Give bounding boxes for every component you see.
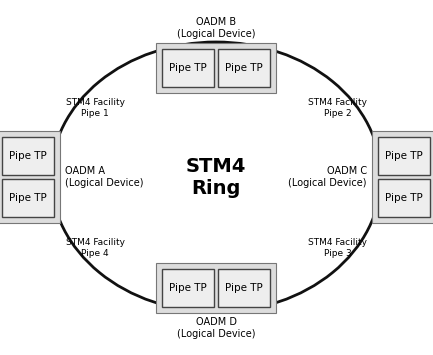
FancyBboxPatch shape [2,179,54,217]
Text: Pipe TP: Pipe TP [169,63,207,73]
Text: OADM A
(Logical Device): OADM A (Logical Device) [65,166,143,188]
Text: Pipe TP: Pipe TP [225,63,263,73]
FancyBboxPatch shape [162,269,214,307]
Text: STM4 Facility
Pipe 4: STM4 Facility Pipe 4 [65,238,125,258]
FancyBboxPatch shape [162,49,214,87]
Text: Pipe TP: Pipe TP [225,283,263,293]
FancyBboxPatch shape [378,137,430,175]
Text: OADM C
(Logical Device): OADM C (Logical Device) [288,166,367,188]
Text: STM4
Ring: STM4 Ring [186,157,246,197]
FancyBboxPatch shape [372,131,433,223]
Text: OADM B
(Logical Device): OADM B (Logical Device) [177,17,255,39]
FancyBboxPatch shape [156,43,276,93]
FancyBboxPatch shape [2,137,54,175]
Text: STM4 Facility
Pipe 2: STM4 Facility Pipe 2 [308,98,368,118]
Text: Pipe TP: Pipe TP [9,193,47,203]
FancyBboxPatch shape [218,49,270,87]
FancyBboxPatch shape [378,179,430,217]
Text: Pipe TP: Pipe TP [385,151,423,161]
Text: STM4 Facility
Pipe 3: STM4 Facility Pipe 3 [308,238,368,258]
Text: OADM D
(Logical Device): OADM D (Logical Device) [177,317,255,339]
Text: Pipe TP: Pipe TP [169,283,207,293]
Text: Pipe TP: Pipe TP [9,151,47,161]
FancyBboxPatch shape [156,263,276,313]
FancyBboxPatch shape [0,131,60,223]
Text: STM4 Facility
Pipe 1: STM4 Facility Pipe 1 [65,98,125,118]
FancyBboxPatch shape [218,269,270,307]
Text: Pipe TP: Pipe TP [385,193,423,203]
